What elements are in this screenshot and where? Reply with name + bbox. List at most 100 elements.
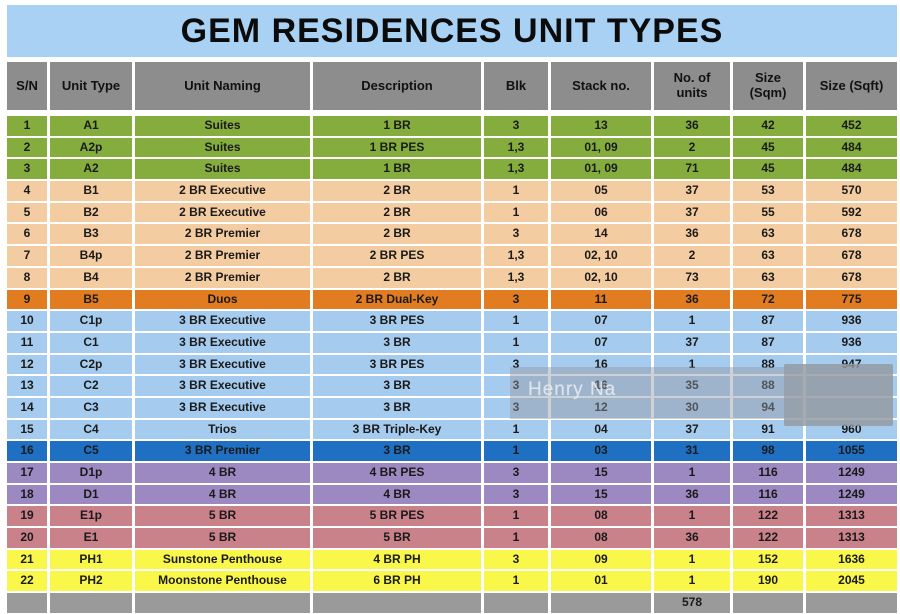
table-cell-unit_type: C4 — [50, 419, 132, 440]
table-cell-units: 1 — [654, 506, 730, 527]
table-cell-stack: 09 — [551, 549, 651, 570]
table-cell-sqft: 484 — [806, 137, 897, 158]
table-cell-stack: 15 — [551, 463, 651, 483]
table-cell-sqm: 72 — [733, 289, 803, 310]
table-cell-sn: 6 — [7, 224, 47, 245]
table-cell-units: 1 — [654, 463, 730, 483]
table-cell-sqft — [806, 376, 897, 396]
table-cell-unit_naming: 2 BR Premier — [135, 224, 310, 245]
table-cell-unit_type: C5 — [50, 441, 132, 461]
table-cell-unit_naming: 4 BR — [135, 463, 310, 483]
table-cell-unit_naming: 3 BR Executive — [135, 354, 310, 375]
table-cell-units: 31 — [654, 441, 730, 461]
table-cell-blk: 3 — [484, 397, 548, 418]
table-cell-sqm: 53 — [733, 181, 803, 201]
table-cell-sn: 1 — [7, 116, 47, 136]
table-cell-sqm: 190 — [733, 571, 803, 592]
table-cell-sn: 13 — [7, 376, 47, 396]
table-cell-sqm: 42 — [733, 116, 803, 136]
table-cell-stack: 07 — [551, 311, 651, 331]
table-cell-description: 3 BR — [313, 397, 481, 418]
table-cell-units: 1 — [654, 354, 730, 375]
table-cell-sqm: 63 — [733, 267, 803, 288]
table-cell-sqft: 592 — [806, 202, 897, 223]
table-cell-unit_type: B5 — [50, 289, 132, 310]
table-cell-description: 3 BR Triple-Key — [313, 419, 481, 440]
table-cell-blk: 1 — [484, 571, 548, 592]
table-cell-units: 37 — [654, 332, 730, 353]
table-cell-unit_naming: 3 BR Executive — [135, 376, 310, 396]
footer-total-units: 578 — [654, 593, 730, 613]
table-cell-blk: 1,3 — [484, 137, 548, 158]
header-cell-stack: Stack no. — [551, 62, 651, 110]
header-cell-description: Description — [313, 62, 481, 110]
table-cell-blk: 3 — [484, 224, 548, 245]
table-cell-blk: 1 — [484, 202, 548, 223]
table-cell-blk: 1 — [484, 332, 548, 353]
table-cell-description: 2 BR — [313, 202, 481, 223]
table-cell-description: 2 BR — [313, 181, 481, 201]
table-cell-unit_type: C1p — [50, 311, 132, 331]
header-cell-sqm: Size (Sqm) — [733, 62, 803, 110]
header-cell-sn: S/N — [7, 62, 47, 110]
table-cell-sn: 17 — [7, 463, 47, 483]
table-cell-stack: 12 — [551, 397, 651, 418]
table-cell-unit_type: C1 — [50, 332, 132, 353]
table-cell-unit_type: B2 — [50, 202, 132, 223]
table-cell-sn: 19 — [7, 506, 47, 527]
table-cell-blk: 1,3 — [484, 159, 548, 180]
table-cell-units: 1 — [654, 571, 730, 592]
table-cell-sn: 8 — [7, 267, 47, 288]
table-cell-stack: 01 — [551, 571, 651, 592]
table-cell-blk: 3 — [484, 549, 548, 570]
footer-cell — [313, 593, 481, 613]
table-cell-unit_type: PH1 — [50, 549, 132, 570]
table-cell-unit_type: C2p — [50, 354, 132, 375]
table-cell-sqm: 88 — [733, 354, 803, 375]
table-cell-sqft: 1249 — [806, 463, 897, 483]
table-cell-sqm: 122 — [733, 528, 803, 548]
table-cell-sqft: 936 — [806, 332, 897, 353]
table-cell-units: 37 — [654, 202, 730, 223]
table-cell-stack: 14 — [551, 224, 651, 245]
table-cell-unit_type: PH2 — [50, 571, 132, 592]
table-cell-sn: 5 — [7, 202, 47, 223]
table-cell-sn: 20 — [7, 528, 47, 548]
table-cell-unit_type: C3 — [50, 397, 132, 418]
table-cell-blk: 3 — [484, 376, 548, 396]
table-cell-unit_naming: 5 BR — [135, 506, 310, 527]
table-cell-sn: 21 — [7, 549, 47, 570]
table-cell-units: 37 — [654, 419, 730, 440]
table-cell-unit_type: A2 — [50, 159, 132, 180]
table-cell-description: 5 BR PES — [313, 506, 481, 527]
table-cell-sqm: 88 — [733, 376, 803, 396]
table-cell-sqft: 960 — [806, 419, 897, 440]
table-cell-blk: 3 — [484, 463, 548, 483]
table-cell-description: 1 BR PES — [313, 137, 481, 158]
table-cell-description: 4 BR PES — [313, 463, 481, 483]
table-cell-sqft: 678 — [806, 267, 897, 288]
footer-cell — [551, 593, 651, 613]
table-cell-unit_naming: 2 BR Premier — [135, 246, 310, 266]
header-cell-sqft: Size (Sqft) — [806, 62, 897, 110]
table-cell-stack: 16 — [551, 376, 651, 396]
table-cell-unit_naming: 3 BR Executive — [135, 332, 310, 353]
table-cell-sqm: 94 — [733, 397, 803, 418]
table-cell-unit_type: A1 — [50, 116, 132, 136]
table-cell-sqft: 947 — [806, 354, 897, 375]
table-cell-units: 71 — [654, 159, 730, 180]
table-cell-units: 73 — [654, 267, 730, 288]
table-cell-sqft: 775 — [806, 289, 897, 310]
table-cell-stack: 01, 09 — [551, 137, 651, 158]
table-cell-unit_naming: Duos — [135, 289, 310, 310]
header-cell-blk: Blk — [484, 62, 548, 110]
table-cell-sn: 12 — [7, 354, 47, 375]
header-cell-unit_type: Unit Type — [50, 62, 132, 110]
table-cell-unit_naming: 3 BR Executive — [135, 397, 310, 418]
table-cell-sn: 7 — [7, 246, 47, 266]
table-cell-sqm: 116 — [733, 484, 803, 505]
table-cell-stack: 06 — [551, 202, 651, 223]
table-cell-description: 2 BR — [313, 267, 481, 288]
table-cell-sqft: 484 — [806, 159, 897, 180]
